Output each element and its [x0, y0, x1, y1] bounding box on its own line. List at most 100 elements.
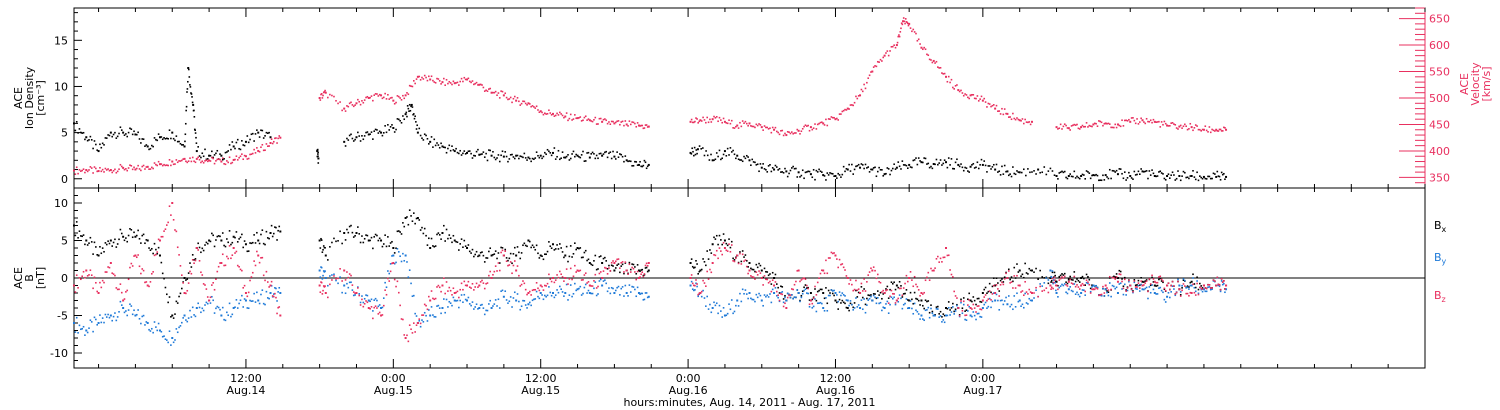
velocity-point — [1072, 124, 1074, 127]
velocity-point — [182, 158, 184, 160]
density-point — [1033, 170, 1035, 172]
density-point — [460, 154, 463, 156]
velocity-point — [1102, 124, 1104, 127]
velocity-point — [874, 65, 876, 67]
by-point — [874, 296, 876, 299]
bx-point — [741, 250, 744, 252]
bz-point — [1160, 278, 1163, 281]
velocity-point — [717, 120, 719, 123]
velocity-point — [470, 81, 472, 84]
by-point — [1111, 284, 1114, 287]
by-point — [1052, 282, 1054, 285]
bx-point — [972, 296, 975, 298]
velocity-point — [150, 166, 153, 169]
velocity-point — [998, 110, 1001, 112]
velocity-point — [141, 165, 144, 168]
bz-point — [1095, 287, 1097, 289]
by-point — [848, 304, 850, 307]
by-point — [1119, 282, 1122, 285]
bx-point — [809, 292, 812, 294]
bx-point — [479, 251, 482, 254]
by-point — [800, 296, 803, 299]
bz-point — [1091, 288, 1093, 291]
density-point — [140, 142, 142, 144]
density-point — [477, 148, 479, 151]
bx-point — [976, 297, 979, 300]
velocity-point — [490, 91, 493, 94]
bx-point — [973, 299, 976, 302]
velocity-point — [789, 132, 792, 135]
by-point — [423, 311, 426, 314]
density-point — [175, 135, 178, 137]
by-point — [833, 289, 835, 292]
bz-point — [118, 288, 120, 291]
bx-point — [644, 267, 647, 269]
by-point — [241, 294, 243, 297]
velocity-point — [1063, 123, 1066, 125]
bz-point — [236, 264, 239, 267]
velocity-point — [175, 159, 178, 161]
velocity-point — [449, 82, 452, 84]
velocity-point — [511, 101, 513, 104]
bz-point — [81, 275, 83, 278]
by-point — [702, 289, 704, 292]
velocity-point — [841, 110, 844, 113]
velocity-point — [135, 167, 138, 170]
bx-point — [268, 237, 270, 240]
by-point — [421, 319, 423, 321]
bz-point — [1144, 282, 1147, 284]
velocity-point — [911, 30, 913, 33]
density-point — [1134, 174, 1137, 176]
bx-point — [458, 249, 460, 251]
velocity-point — [144, 168, 146, 170]
bx-point — [1050, 279, 1053, 282]
by-point — [700, 295, 703, 298]
density-point — [1010, 175, 1013, 178]
bx-point — [1010, 276, 1013, 278]
by-point — [105, 316, 108, 318]
bz-point — [707, 278, 710, 280]
bz-point — [243, 284, 246, 287]
bx-point — [1140, 277, 1142, 279]
velocity-point — [954, 85, 957, 87]
velocity-point — [1006, 112, 1009, 115]
bz-point — [737, 262, 740, 265]
bx-point — [493, 253, 496, 255]
bz-point — [931, 269, 934, 272]
bz-point — [640, 273, 642, 276]
velocity-point — [1173, 123, 1175, 125]
density-point — [546, 148, 549, 151]
density-point — [698, 145, 701, 147]
bz-point — [551, 277, 554, 279]
velocity-point — [533, 106, 535, 108]
bx-point — [89, 236, 92, 239]
bx-point — [758, 262, 760, 265]
density-point — [366, 131, 369, 133]
by-point — [945, 314, 948, 317]
bz-point — [523, 282, 526, 285]
velocity-point — [251, 152, 254, 155]
by-point — [343, 284, 346, 287]
bx-point — [1049, 277, 1052, 279]
bz-point — [535, 282, 538, 284]
velocity-point — [527, 102, 530, 105]
by-point — [479, 304, 482, 307]
bz-point — [574, 264, 576, 267]
velocity-point — [254, 152, 257, 154]
bz-point — [354, 292, 356, 295]
bx-point — [440, 238, 442, 240]
velocity-point — [1010, 118, 1013, 121]
velocity-point — [441, 81, 444, 84]
density-point — [808, 170, 811, 173]
bx-point — [156, 252, 159, 255]
by-point — [766, 294, 769, 297]
by-point — [864, 311, 867, 314]
bx-point — [920, 299, 923, 302]
velocity-point — [443, 77, 445, 80]
density-point — [837, 172, 840, 175]
bz-point — [327, 296, 329, 299]
velocity-point — [548, 109, 550, 112]
bx-point — [181, 287, 183, 290]
velocity-point — [1110, 126, 1112, 129]
bz-point — [1029, 291, 1032, 293]
